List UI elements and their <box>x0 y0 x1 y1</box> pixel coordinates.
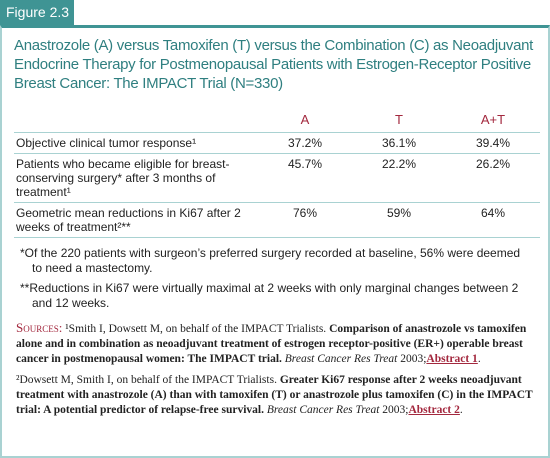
article-title: Comparison of anastrozole vs tamoxifen a… <box>16 323 527 365</box>
cell: 64% <box>446 202 540 238</box>
journal: Breast Cancer Res Treat <box>266 404 380 416</box>
cell: 22.2% <box>352 153 446 203</box>
sources: Sources: ¹Smith I, Dowsett M, on behalf … <box>16 320 538 424</box>
row-label: Objective clinical tumor response¹ <box>14 132 258 154</box>
authors: ²Dowsett M, Smith I, on behalf of the IM… <box>16 374 277 386</box>
column-header: T <box>352 106 446 133</box>
column-header: A <box>258 106 352 133</box>
column-header: A+T <box>446 106 540 133</box>
journal: Breast Cancer Res Treat <box>284 353 398 365</box>
source: ²Dowsett M, Smith I, on behalf of the IM… <box>16 374 533 416</box>
row-label: Geometric mean reductions in Ki67 after … <box>14 202 258 238</box>
row-label: Patients who became eligible for breast-… <box>14 153 258 203</box>
table-row: Patients who became eligible for breast-… <box>14 153 540 203</box>
abstract-link[interactable]: Abstract 2 <box>408 404 460 416</box>
cell: 36.1% <box>352 132 446 154</box>
footnotes: *Of the 220 patients with surgeon’s pref… <box>20 246 530 316</box>
corner <box>14 106 258 133</box>
footnote: *Of the 220 patients with surgeon’s pref… <box>20 246 521 275</box>
cell: 59% <box>352 202 446 238</box>
cell: 76% <box>258 202 352 238</box>
cell: 45.7% <box>258 153 352 203</box>
cell: 26.2% <box>446 153 540 203</box>
figure-box <box>0 25 550 458</box>
year: 2003; <box>382 404 409 416</box>
cell: 37.2% <box>258 132 352 154</box>
authors: ¹Smith I, Dowsett M, on behalf of the IM… <box>65 323 327 335</box>
year: 2003; <box>400 353 427 365</box>
table-row: Objective clinical tumor response¹ 37.2%… <box>14 132 540 154</box>
sources-heading: Sources: <box>16 320 63 335</box>
table-row: Geometric mean reductions in Ki67 after … <box>14 202 540 238</box>
footnote: **Reductions in Ki67 were virtually maxi… <box>20 281 519 310</box>
figure-title: Anastrozole (A) versus Tamoxifen (T) ver… <box>14 37 534 92</box>
article-title: Greater Ki67 response after 2 weeks neoa… <box>16 374 533 416</box>
header-row: A T A+T <box>14 106 540 133</box>
source: Sources: ¹Smith I, Dowsett M, on behalf … <box>16 320 527 365</box>
abstract-link[interactable]: Abstract 1 <box>426 353 478 365</box>
results-table: A T A+T Objective clinical tumor respons… <box>14 106 540 238</box>
figure-label: Figure 2.3 <box>0 0 74 25</box>
cell: 39.4% <box>446 132 540 154</box>
